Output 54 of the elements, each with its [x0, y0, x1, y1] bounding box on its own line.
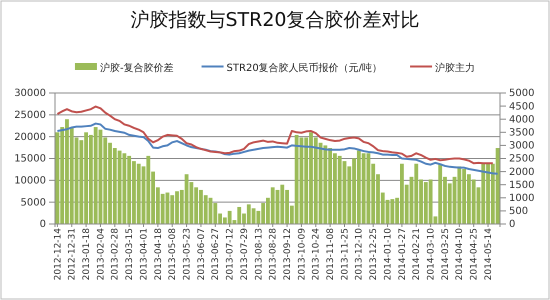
- legend-label: STR20复合胶人民币报价（元/吨）: [226, 62, 382, 74]
- x-tick-label: 2013-02-28: [110, 228, 121, 280]
- x-tick-label: 2014-02-21: [412, 228, 422, 280]
- x-tick-label: 2013-04-18: [154, 228, 164, 280]
- y-tick-label: 5000: [20, 197, 46, 208]
- x-tick-label: 2013-04-01: [139, 228, 150, 280]
- line-series: [56, 106, 494, 164]
- y2-tick-label: 5000: [509, 88, 534, 100]
- x-tick-label: 2013-07-29: [240, 228, 250, 280]
- x-tick-label: 2013-06-27: [211, 228, 222, 280]
- y-tick-label: 30000: [14, 88, 46, 100]
- y2-tick-label: 2000: [509, 166, 534, 178]
- x-tick-label: 2013-11-25: [340, 228, 350, 280]
- x-tick-label: 2013-12-10: [354, 228, 365, 280]
- y-tick-label: 25000: [14, 110, 46, 122]
- y2-tick-label: 1500: [509, 180, 534, 191]
- x-tick-label: 2012-12-14: [53, 228, 64, 280]
- x-tick-label: 2013-01-18: [82, 228, 92, 280]
- y2-tick-label: 3500: [509, 128, 534, 138]
- x-tick-label: 2013-09-12: [282, 228, 293, 280]
- y-tick-label: 0: [40, 219, 46, 230]
- x-tick-label: 2014-05-14: [484, 228, 494, 280]
- y-tick-label: 10000: [14, 176, 46, 187]
- x-tick-label: 2013-06-07: [196, 228, 207, 280]
- x-tick-label: 2012-12-31: [68, 228, 78, 280]
- y2-tick-label: 1000: [509, 193, 534, 204]
- x-tick-label: 2013-02-04: [96, 228, 106, 280]
- x-tick-label: 2013-08-28: [268, 228, 279, 280]
- x-tick-label: 2013-07-12: [226, 228, 236, 280]
- legend-label: 沪胶-复合胶价差: [100, 62, 174, 74]
- legend-label: 沪胶主力: [435, 62, 476, 74]
- y2-tick-label: 500: [509, 206, 528, 218]
- x-tick-label: 2013-03-15: [125, 228, 136, 280]
- chart-title: 沪胶指数与STR20复合胶价差对比: [130, 9, 420, 31]
- y2-tick-label: 0: [509, 219, 516, 230]
- y2-tick-label: 4000: [509, 114, 534, 126]
- y2-tick-label: 3000: [509, 140, 534, 152]
- x-tick-label: 2013-08-13: [254, 228, 264, 280]
- x-tick-label: 2014-01-27: [398, 228, 408, 280]
- x-tick-label: 2014-03-25: [440, 228, 451, 280]
- x-tick-label: 2013-11-08: [326, 228, 336, 280]
- y2-tick-label: 4500: [509, 101, 534, 112]
- x-tick-label: 2014-03-10: [426, 228, 436, 280]
- x-tick-label: 2013-12-25: [369, 228, 380, 280]
- y-tick-label: 15000: [14, 154, 46, 165]
- x-tick-label: 2014-04-25: [470, 228, 480, 280]
- x-tick-label: 2013-10-09: [297, 228, 308, 280]
- x-tick-label: 2014-04-10: [455, 228, 466, 280]
- x-tick-label: 2014-01-10: [383, 228, 394, 280]
- y2-tick-label: 2500: [509, 154, 534, 165]
- x-tick-label: 2013-10-24: [312, 228, 322, 280]
- x-tick-label: 2013-05-23: [182, 228, 192, 280]
- y-tick-label: 20000: [14, 132, 46, 143]
- x-tick-label: 2013-05-08: [168, 228, 178, 280]
